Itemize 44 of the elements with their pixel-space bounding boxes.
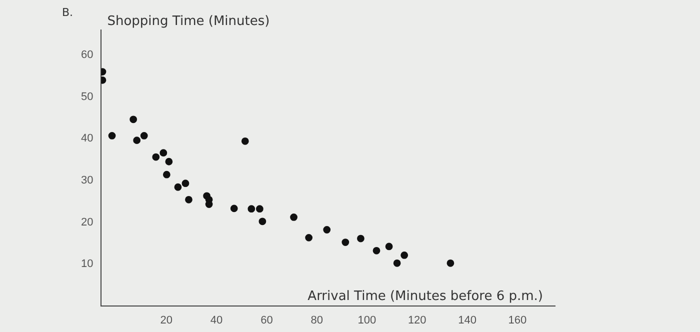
x-tick-label: 20 xyxy=(160,314,173,326)
x-tick-label: 100 xyxy=(358,314,376,326)
x-tick-label: 140 xyxy=(458,314,476,326)
x-axis-title: Arrival Time (Minutes before 6 p.m.) xyxy=(308,288,543,304)
point xyxy=(182,180,190,188)
point xyxy=(393,259,401,267)
point xyxy=(230,204,238,212)
point xyxy=(152,153,160,161)
y-tick-label: 20 xyxy=(80,216,94,228)
point xyxy=(160,149,168,157)
point xyxy=(446,259,454,267)
point xyxy=(133,136,141,144)
point xyxy=(256,205,264,213)
x-tick-label: 80 xyxy=(310,314,323,326)
x-tick-label: 120 xyxy=(408,314,426,326)
y-axis-title: Shopping Time (Minutes) xyxy=(107,14,270,29)
x-tick-label: 60 xyxy=(260,314,273,326)
y-tick-label: 60 xyxy=(80,49,94,62)
text: B. xyxy=(62,6,74,19)
point xyxy=(258,218,266,226)
point xyxy=(162,170,170,178)
point xyxy=(305,234,313,242)
point xyxy=(130,116,138,124)
point xyxy=(165,158,173,166)
point xyxy=(185,196,192,204)
point xyxy=(290,214,298,221)
point xyxy=(241,137,249,145)
point xyxy=(323,226,331,234)
x-tick-label: 40 xyxy=(210,314,223,326)
point xyxy=(108,132,116,140)
x-tick-label: 160 xyxy=(508,314,527,326)
y-tick-label: 40 xyxy=(80,132,94,145)
point xyxy=(372,246,380,254)
point xyxy=(174,183,182,191)
point xyxy=(357,234,364,242)
y-tick-label: 10 xyxy=(80,258,94,270)
point xyxy=(140,132,148,140)
point xyxy=(205,200,213,208)
y-tick-label: 50 xyxy=(80,90,94,103)
point xyxy=(342,238,350,246)
point xyxy=(400,252,408,259)
y-tick-label: 30 xyxy=(80,174,94,186)
point xyxy=(248,205,256,213)
point xyxy=(385,242,393,250)
